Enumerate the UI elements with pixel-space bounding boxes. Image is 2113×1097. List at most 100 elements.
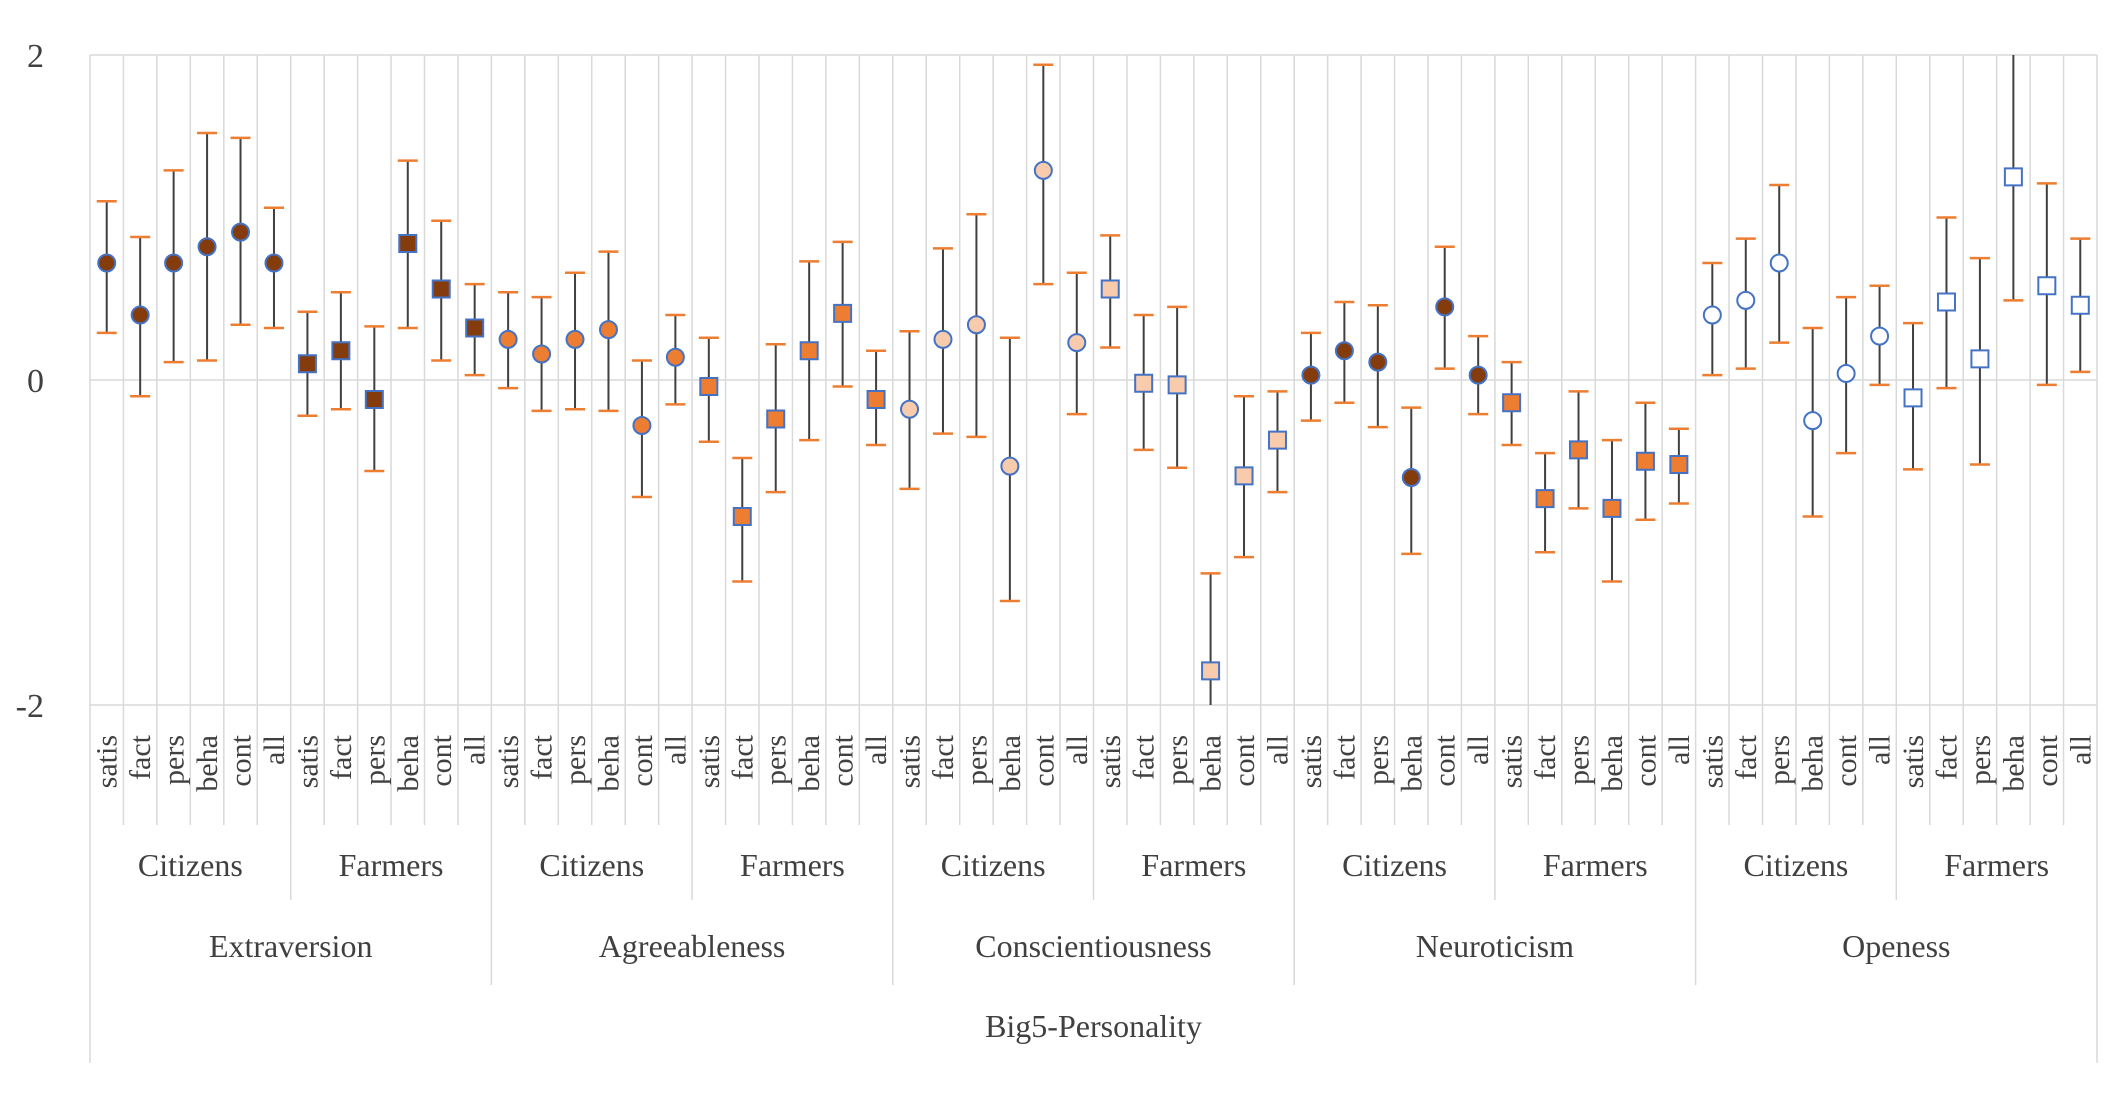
- item-tick-label: cont: [2031, 734, 2064, 786]
- item-tick-label: beha: [191, 735, 224, 792]
- item-tick-label: cont: [1027, 734, 1060, 786]
- group-label: Farmers: [740, 847, 845, 883]
- data-point-circle: [97, 253, 117, 273]
- data-point-circle: [933, 329, 953, 349]
- item-tick-label: beha: [1596, 735, 1629, 792]
- item-tick-label: pers: [1161, 735, 1194, 785]
- data-point-square: [1167, 375, 1187, 395]
- trait-label: Agreeableness: [599, 928, 786, 964]
- item-tick-label: all: [459, 735, 492, 765]
- item-tick-label: satis: [894, 735, 927, 788]
- data-point-circle: [197, 237, 217, 257]
- item-tick-label: fact: [1328, 734, 1361, 780]
- data-point-circle: [632, 416, 652, 435]
- data-point-circle: [130, 305, 150, 325]
- data-point-circle: [231, 222, 251, 242]
- item-tick-label: beha: [1395, 735, 1428, 792]
- item-tick-label: pers: [158, 735, 191, 785]
- data-point-square: [732, 507, 752, 526]
- data-point-square: [364, 390, 384, 409]
- item-tick-label: pers: [1563, 735, 1596, 785]
- item-tick-label: satis: [291, 735, 324, 788]
- data-point-square: [1936, 292, 1956, 312]
- data-point-circle: [598, 320, 618, 340]
- item-tick-label: beha: [793, 735, 826, 792]
- data-point-circle: [1870, 326, 1890, 346]
- item-tick-label: fact: [1529, 734, 1562, 780]
- group-label: Citizens: [941, 847, 1046, 883]
- item-tick-label: fact: [1128, 734, 1161, 780]
- item-tick-label: cont: [1629, 734, 1662, 786]
- item-tick-label: all: [1261, 735, 1294, 765]
- data-point-square: [2037, 276, 2057, 296]
- data-point-square: [398, 234, 418, 253]
- data-point-circle: [1435, 297, 1455, 317]
- item-tick-label: satis: [91, 735, 124, 788]
- data-point-circle: [1736, 290, 1756, 310]
- data-point-square: [431, 279, 451, 299]
- group-label: Citizens: [138, 847, 243, 883]
- group-label: Farmers: [1944, 847, 2049, 883]
- data-point-square: [833, 303, 853, 323]
- item-tick-label: fact: [927, 734, 960, 780]
- y-tick-label: -2: [16, 688, 44, 725]
- item-tick-label: fact: [526, 734, 559, 780]
- data-point-square: [1100, 279, 1120, 299]
- plot-marks: [96, 55, 2091, 705]
- item-tick-label: all: [1061, 735, 1094, 765]
- data-point-square: [1903, 388, 1923, 408]
- grid: [89, 54, 2098, 1063]
- item-tick-label: all: [258, 735, 291, 765]
- item-tick-label: satis: [492, 735, 525, 788]
- data-point-square: [1669, 455, 1689, 474]
- data-point-circle: [1368, 352, 1388, 372]
- data-point-square: [1201, 661, 1221, 681]
- group-label: Farmers: [339, 847, 444, 883]
- data-point-circle: [1334, 341, 1354, 361]
- data-point-square: [1134, 373, 1154, 393]
- group-label: Farmers: [1543, 847, 1648, 883]
- data-point-circle: [532, 344, 552, 364]
- data-point-square: [465, 318, 485, 338]
- item-tick-label: fact: [325, 734, 358, 780]
- data-point-square: [1535, 489, 1555, 509]
- data-point-circle: [1836, 364, 1856, 383]
- data-point-circle: [264, 253, 284, 273]
- data-point-square: [1267, 430, 1287, 450]
- item-tick-label: beha: [392, 735, 425, 792]
- data-point-circle: [1803, 411, 1823, 431]
- data-point-square: [1569, 440, 1589, 460]
- item-tick-label: all: [1462, 735, 1495, 765]
- item-tick-label: fact: [1930, 734, 1963, 780]
- item-tick-label: beha: [1797, 735, 1830, 792]
- trait-label: Neuroticism: [1416, 928, 1574, 964]
- item-tick-label: fact: [1730, 734, 1763, 780]
- group-label: Citizens: [539, 847, 644, 883]
- item-tick-label: cont: [425, 734, 458, 786]
- item-tick-label: pers: [1763, 735, 1796, 785]
- item-tick-label: all: [860, 735, 893, 765]
- item-tick-label: satis: [1094, 735, 1127, 788]
- item-tick-label: all: [1663, 735, 1696, 765]
- item-tick-label: cont: [1429, 734, 1462, 786]
- trait-label: Openess: [1842, 928, 1950, 964]
- trait-label: Conscientiousness: [975, 928, 1211, 964]
- data-point-circle: [1033, 160, 1053, 180]
- x-axis: satis fact pers beha cont all satis fact pers beh…: [91, 734, 2098, 1044]
- item-tick-label: pers: [1964, 735, 1997, 785]
- data-point-circle: [1769, 253, 1789, 273]
- data-point-circle: [1401, 468, 1421, 487]
- item-tick-label: beha: [592, 735, 625, 792]
- data-point-circle: [1067, 333, 1087, 353]
- data-point-circle: [1702, 305, 1722, 325]
- data-point-square: [799, 341, 819, 361]
- item-tick-label: cont: [626, 734, 659, 786]
- data-point-circle: [1000, 456, 1020, 476]
- data-point-square: [297, 354, 317, 374]
- item-tick-label: fact: [726, 734, 759, 780]
- item-tick-label: satis: [1496, 735, 1529, 788]
- data-point-square: [766, 409, 786, 429]
- axis-title: Big5-Personality: [985, 1008, 1202, 1044]
- group-label: Citizens: [1744, 847, 1849, 883]
